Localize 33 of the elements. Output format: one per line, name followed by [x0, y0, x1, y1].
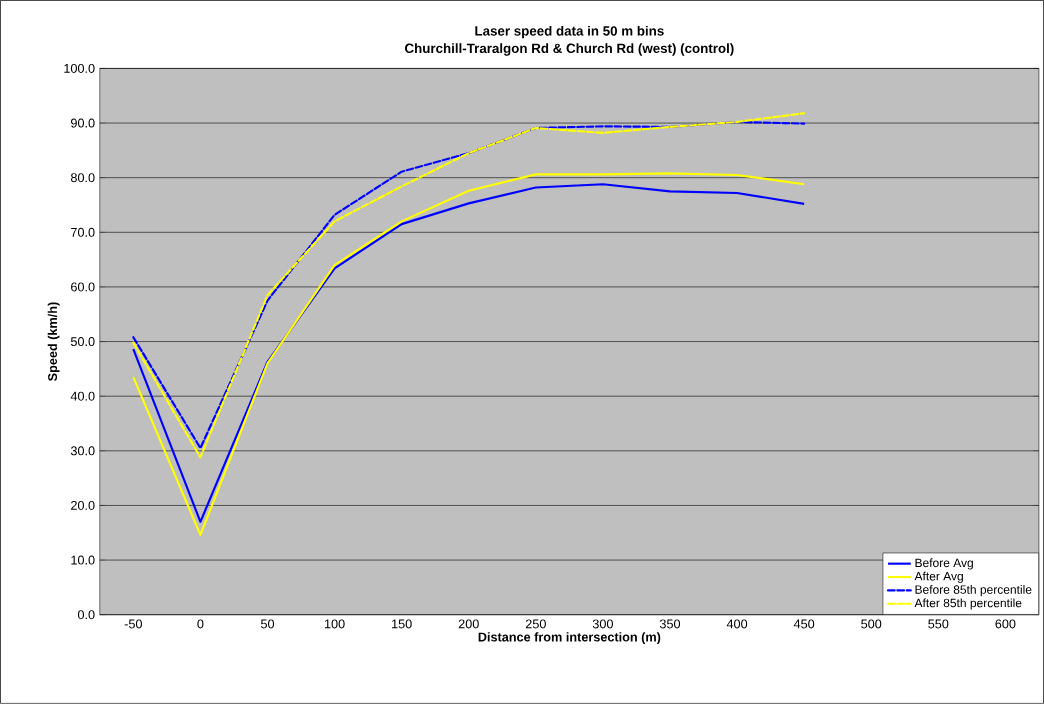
- x-tick-label: 300: [592, 619, 613, 629]
- x-tick-label: 450: [793, 619, 815, 629]
- y-tick-label: 90.0: [71, 118, 95, 128]
- y-tick-label: 20.0: [71, 501, 95, 511]
- y-tick-label: 30.0: [70, 446, 95, 456]
- x-tick-label: 50: [260, 619, 275, 629]
- x-tick-label: 500: [861, 619, 882, 629]
- x-tick-label: 100: [324, 619, 345, 629]
- legend-label: Before 85th percentile: [915, 585, 1032, 597]
- y-tick-label: 10.0: [71, 555, 95, 565]
- y-tick-label: 40.0: [70, 391, 95, 401]
- y-tick-label: 60.0: [71, 282, 95, 292]
- chart-title: Laser speed data in 50 m bins: [475, 25, 664, 39]
- x-tick-label: 350: [659, 619, 681, 629]
- legend-label: After Avg: [914, 571, 963, 583]
- x-tick-label: 150: [392, 619, 412, 629]
- y-tick-label: 100.0: [64, 64, 95, 74]
- x-tick-label: 200: [458, 619, 479, 629]
- legend-label: Before Avg: [915, 558, 973, 570]
- chart-subtitle: Churchill-Traralgon Rd & Church Rd (west) (control): [405, 43, 734, 56]
- y-tick-label: 70.0: [71, 227, 95, 237]
- x-tick-label: 250: [525, 619, 546, 629]
- x-tick-label: -50: [124, 619, 142, 629]
- y-axis-title: Speed (km/h): [47, 302, 60, 382]
- x-tick-label: 600: [995, 619, 1016, 629]
- y-tick-label: 50.0: [70, 337, 95, 347]
- y-tick-label: 80.0: [70, 173, 95, 183]
- legend-label: After 85th percentile: [914, 598, 1022, 610]
- x-tick-label: 0: [197, 619, 204, 629]
- x-tick-label: 400: [726, 619, 748, 629]
- x-axis-title: Distance from intersection (m): [478, 632, 661, 645]
- y-tick-label: 0.0: [77, 610, 95, 620]
- x-tick-label: 550: [928, 619, 949, 629]
